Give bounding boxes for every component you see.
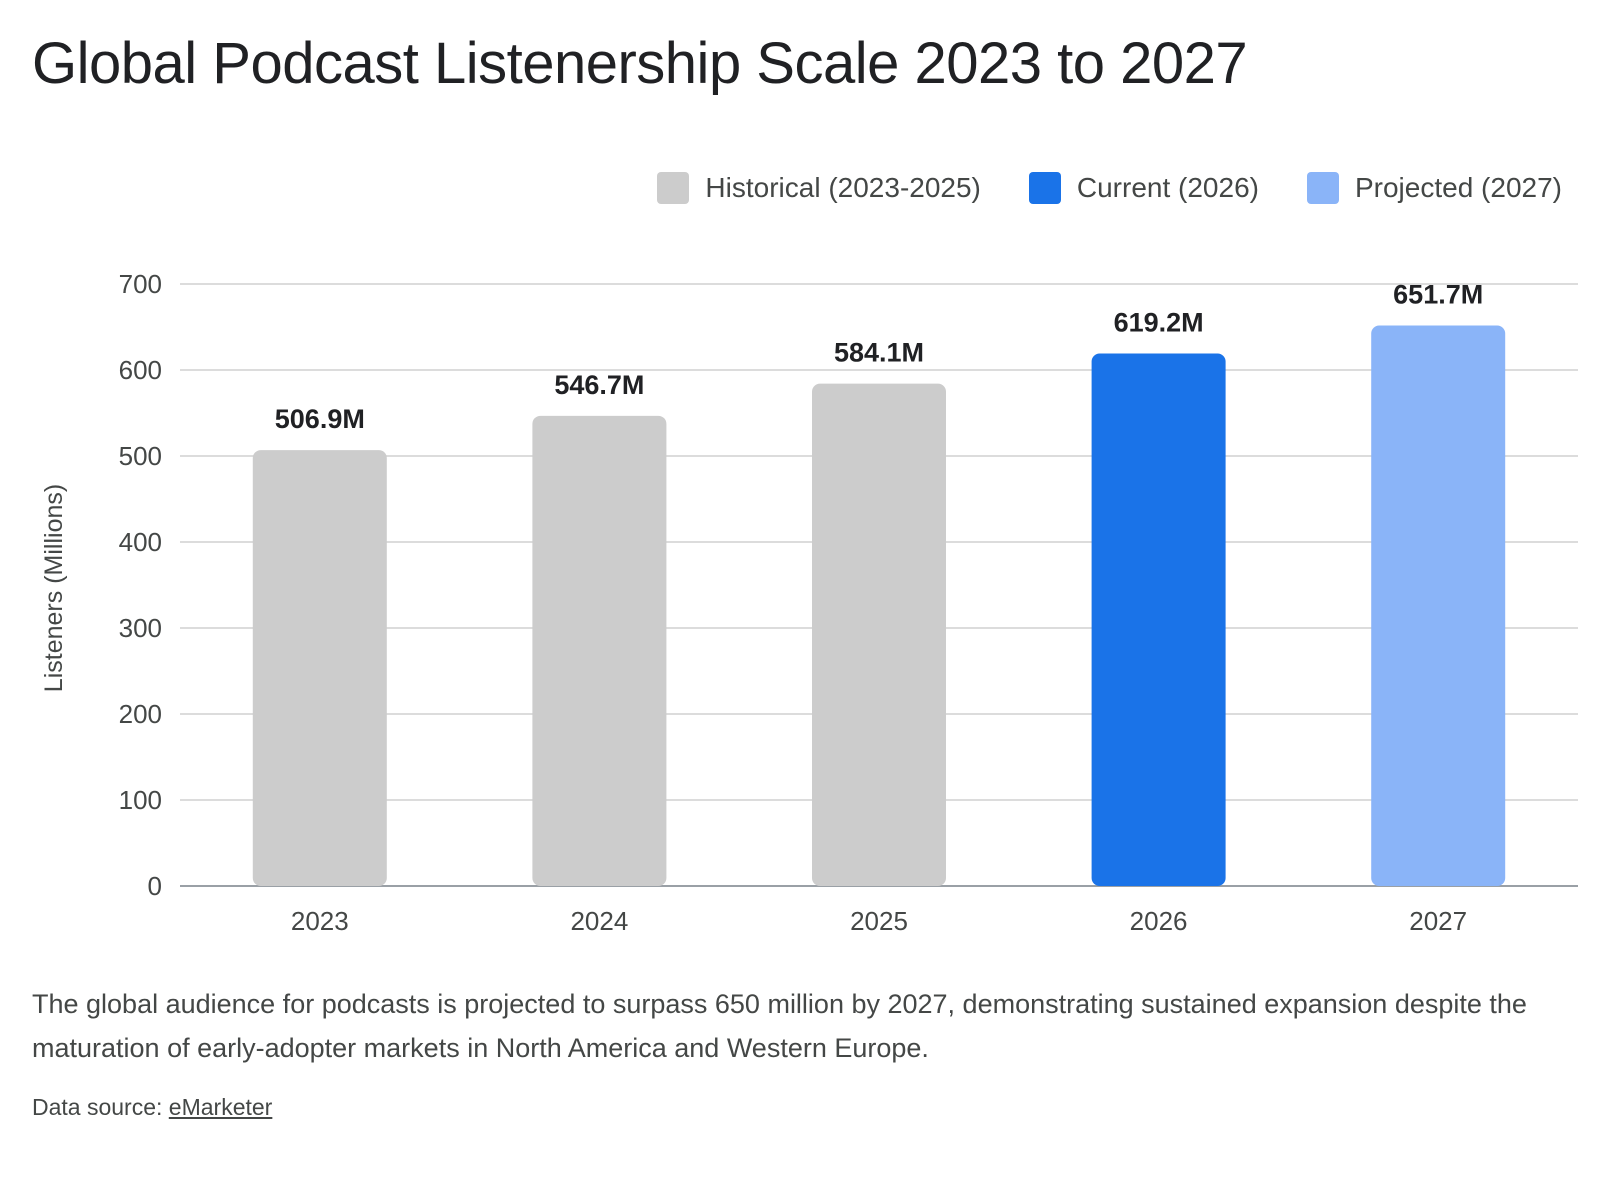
data-label-2026: 619.2M: [1114, 307, 1204, 337]
x-axis-ticks: 2023 2024 2025 2026 2027: [291, 906, 1467, 936]
legend-item-current: Current (2026): [1028, 172, 1259, 204]
chart-caption: The global audience for podcasts is proj…: [32, 989, 1527, 1063]
legend-item-historical: Historical (2023-2025): [657, 172, 981, 204]
data-source: Data source: eMarketer: [32, 1094, 272, 1121]
x-tick-label-2026: 2026: [1130, 906, 1188, 936]
data-label-2024: 546.7M: [554, 370, 644, 400]
bar-2027: [1371, 325, 1506, 887]
chart-legend: Historical (2023-2025) Current (2026) Pr…: [657, 172, 1562, 204]
y-tick-label: 400: [119, 527, 162, 557]
y-axis-label: Listeners (Millions): [40, 484, 68, 692]
data-labels: 506.9M 546.7M 584.1M 619.2M 651.7M: [275, 280, 1483, 435]
data-source-prefix: Data source:: [32, 1094, 169, 1120]
data-label-2025: 584.1M: [834, 338, 924, 368]
y-tick-label: 500: [119, 441, 162, 471]
legend-label-historical: Historical (2023-2025): [705, 172, 981, 203]
legend-swatch-historical: [657, 172, 690, 204]
y-tick-label: 200: [119, 699, 162, 729]
y-tick-label: 0: [148, 871, 162, 901]
bar-2025: [812, 383, 946, 886]
bar-chart: 0 100 200 300 400 500 600 700 506.9M 546.7M 584.1…: [40, 269, 1578, 936]
legend-swatch-projected: [1306, 172, 1339, 204]
y-axis-ticks: 0 100 200 300 400 500 600 700: [119, 269, 162, 901]
bars: [252, 325, 1506, 887]
x-tick-label-2027: 2027: [1409, 906, 1467, 936]
x-tick-label-2025: 2025: [850, 906, 908, 936]
x-tick-label-2024: 2024: [570, 906, 628, 936]
data-label-2027: 651.7M: [1393, 280, 1483, 310]
x-tick-label-2023: 2023: [291, 906, 349, 936]
legend-item-projected: Projected (2027): [1306, 172, 1562, 204]
bar-2024: [532, 415, 667, 886]
y-tick-label: 600: [119, 355, 162, 385]
y-tick-label: 100: [119, 785, 162, 815]
y-tick-label: 300: [119, 613, 162, 643]
chart-title: Global Podcast Listenership Scale 2023 t…: [32, 31, 1248, 96]
y-tick-label: 700: [119, 269, 162, 299]
legend-label-projected: Projected (2027): [1354, 172, 1562, 203]
data-label-2023: 506.9M: [275, 404, 365, 434]
legend-swatch-current: [1028, 172, 1061, 204]
legend-label-current: Current (2026): [1076, 172, 1259, 203]
bar-2026: [1091, 353, 1226, 886]
bar-2023: [252, 450, 387, 886]
data-source-link[interactable]: eMarketer: [168, 1094, 273, 1120]
